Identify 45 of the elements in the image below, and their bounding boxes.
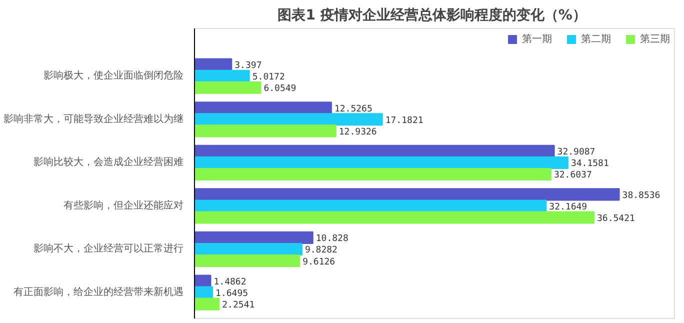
bar — [194, 242, 302, 256]
bar — [194, 113, 383, 126]
data-label: 6.0549 — [264, 84, 296, 94]
y-tick-label: 影响极大，使企业面临倒闭危险 — [44, 70, 184, 82]
data-label: 9.8282 — [304, 246, 338, 256]
y-tick-label: 有正面影响，给企业的经营带来新机遇 — [14, 286, 184, 298]
bar — [194, 274, 212, 288]
bar — [194, 102, 332, 114]
data-label: 32.6037 — [554, 170, 592, 181]
legend-label: 第三期 — [640, 32, 670, 46]
data-label: 1.4862 — [214, 277, 246, 288]
data-label: 17.1821 — [385, 116, 424, 126]
data-label: 12.9326 — [338, 127, 377, 138]
data-label: 36.5421 — [597, 214, 635, 224]
legend-label: 第二期 — [581, 32, 611, 46]
data-label: 34.1581 — [570, 159, 609, 170]
data-label: 1.6495 — [216, 289, 248, 300]
bar — [194, 70, 250, 82]
y-tick-label: 影响比较大，会造成企业经营困难 — [34, 156, 184, 168]
legend-label: 第一期 — [522, 32, 552, 46]
bar — [194, 81, 262, 94]
bar — [194, 231, 314, 244]
chart-title: 图表1 疫情对企业经营总体影响程度的变化（%） — [278, 6, 586, 24]
bar — [194, 298, 220, 310]
bar — [194, 254, 300, 268]
bar — [194, 211, 595, 224]
data-label: 12.5265 — [334, 104, 372, 114]
bar — [194, 156, 568, 169]
y-tick-label: 影响非常大，可能导致企业经营难以为继 — [4, 112, 184, 125]
bar — [194, 168, 552, 180]
data-label: 32.9087 — [557, 148, 596, 158]
data-label: 2.2541 — [222, 300, 255, 311]
bar — [194, 58, 232, 71]
data-label: 10.828 — [316, 234, 348, 244]
data-label: 9.6126 — [302, 257, 336, 268]
bar — [194, 200, 547, 212]
data-label: 32.1649 — [549, 202, 588, 212]
data-label: 38.8536 — [622, 190, 660, 201]
data-label: 3.397 — [234, 61, 262, 72]
y-tick-label: 有些影响，但企业还能应对 — [64, 199, 184, 212]
y-tick-label: 影响不大，企业经营可以正常进行 — [34, 242, 184, 255]
data-label: 5.0172 — [252, 72, 285, 83]
bar — [194, 188, 620, 201]
bar — [194, 144, 555, 158]
bar — [194, 124, 336, 138]
